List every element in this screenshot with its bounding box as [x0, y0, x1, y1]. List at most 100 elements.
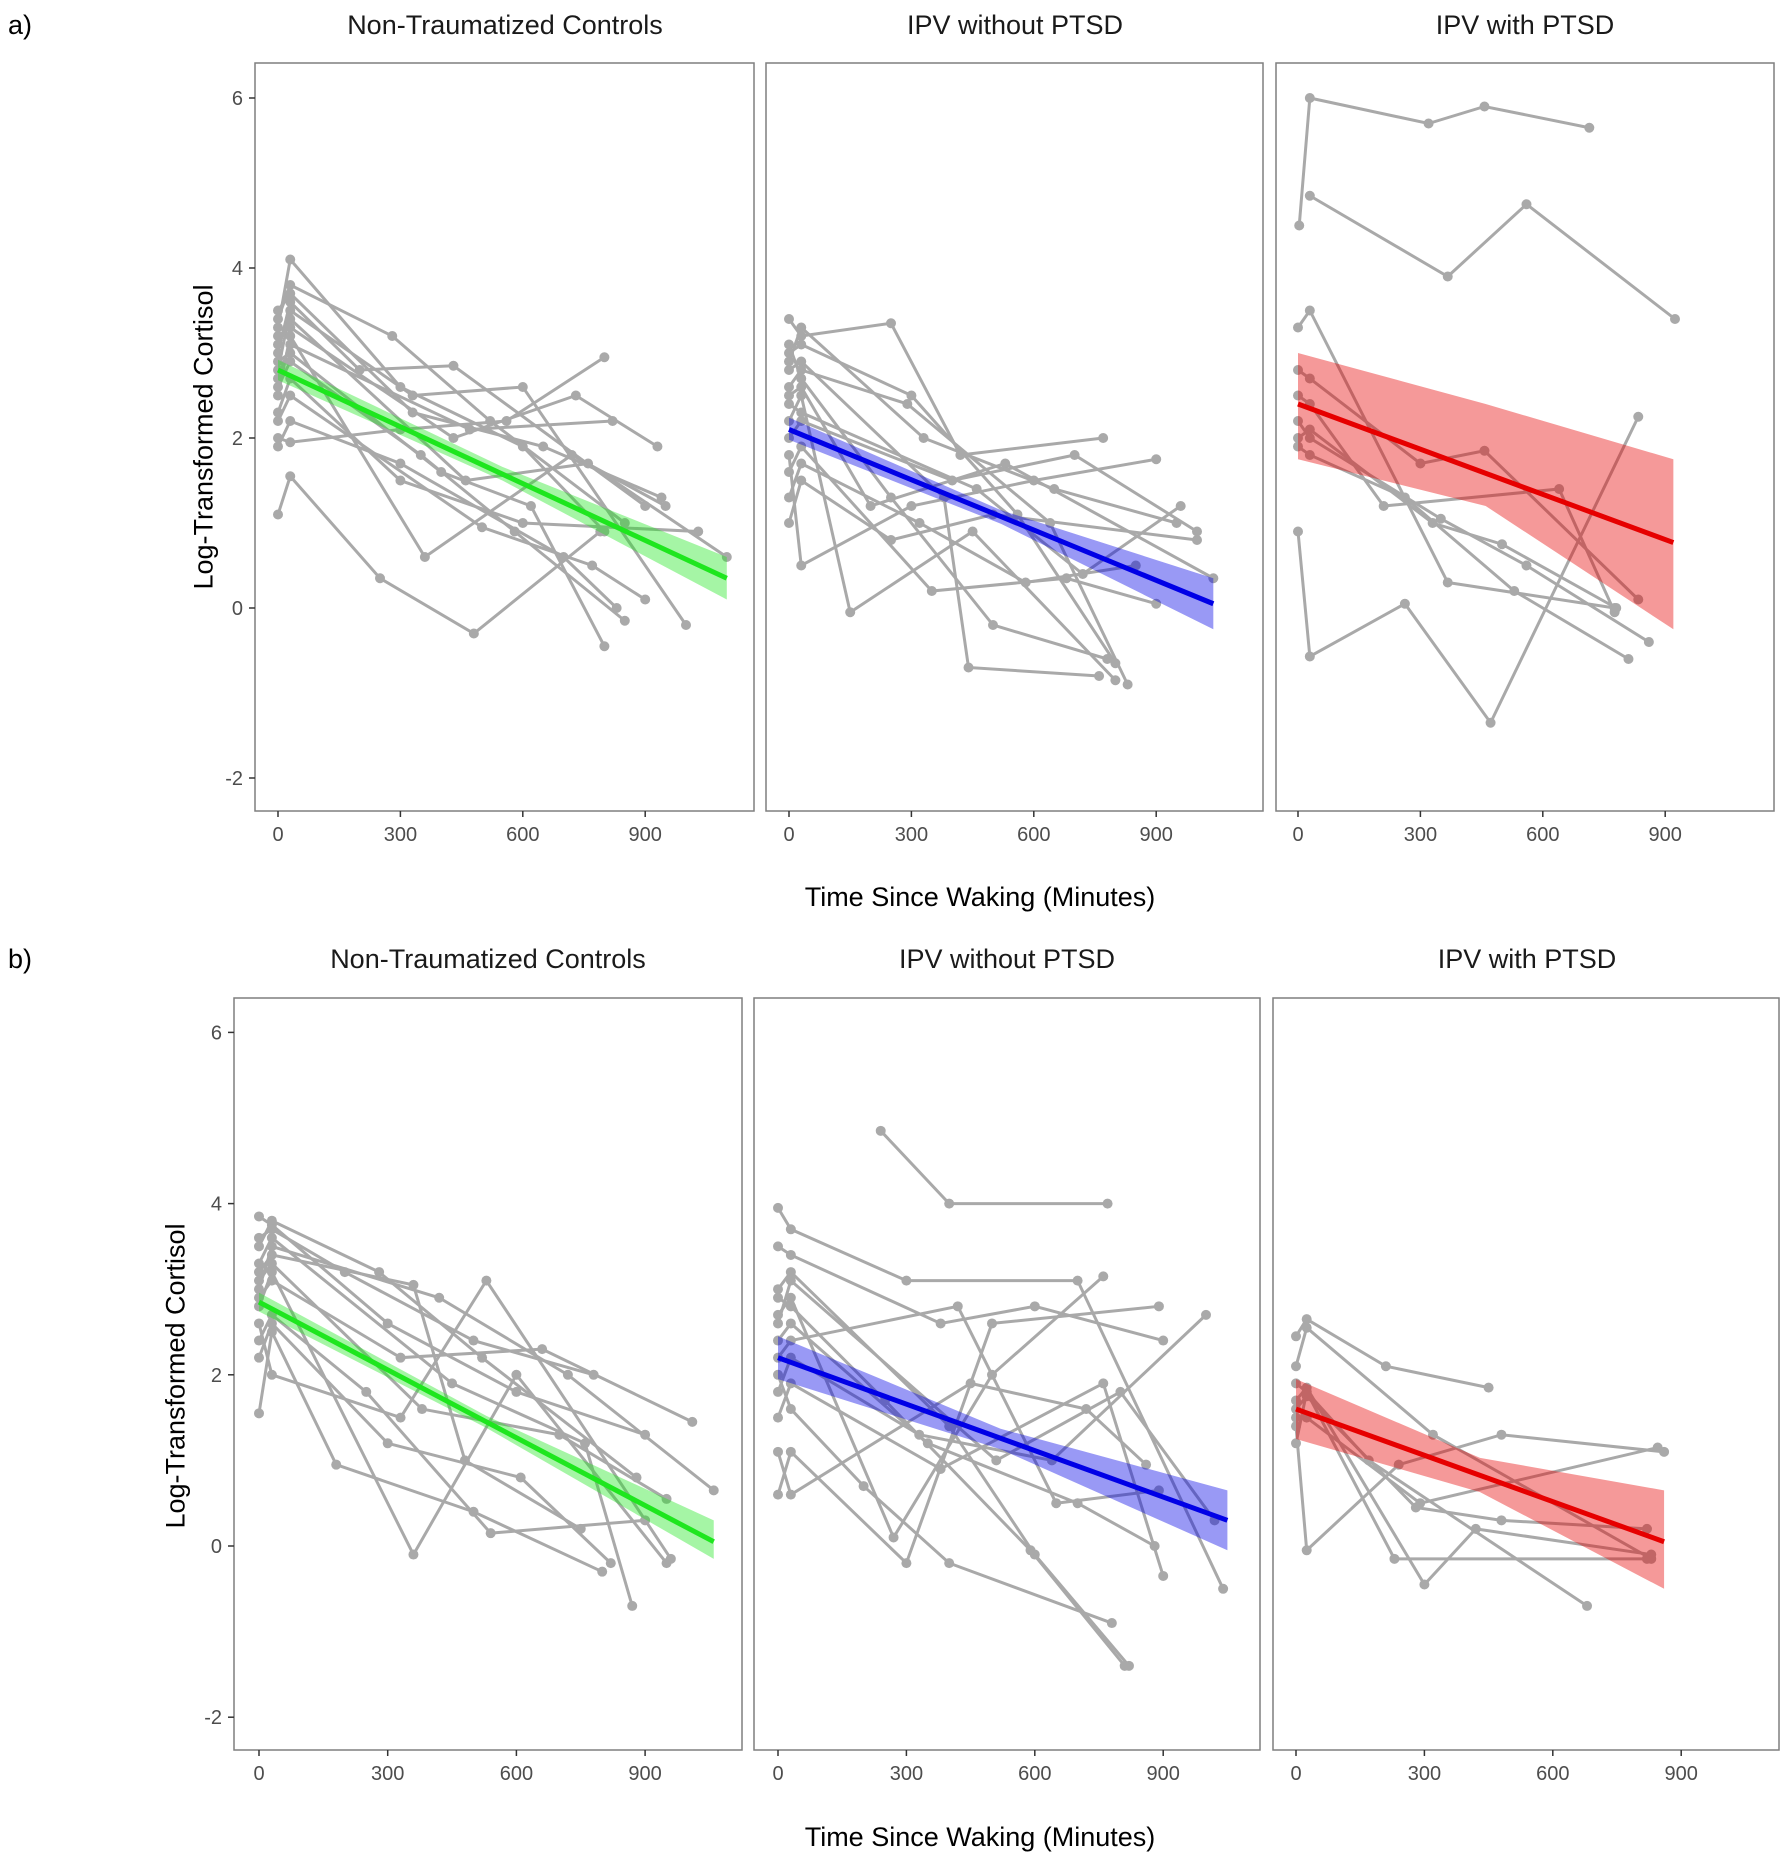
subject-point [1293, 390, 1303, 401]
subject-point [1158, 1570, 1169, 1581]
subject-point [1051, 1498, 1062, 1509]
subject-point [796, 339, 807, 350]
y-tick-label: 2 [211, 1365, 222, 1387]
subject-point [1151, 598, 1162, 609]
y-tick-label: 6 [232, 88, 243, 110]
subject-point [640, 594, 651, 605]
subject-trajectory-0 [1291, 1314, 1494, 1393]
subject-trajectory-11 [784, 339, 1113, 664]
subject-point [273, 382, 283, 392]
subject-point [785, 1335, 796, 1346]
subject-point [395, 1352, 406, 1363]
subject-trajectory-15 [273, 416, 622, 613]
subject-point [687, 1416, 698, 1427]
subject-point [254, 1241, 264, 1252]
subject-line [1296, 1416, 1659, 1505]
subject-point [1623, 654, 1634, 664]
panel-border [753, 997, 1261, 1751]
y-tick-label: -2 [225, 768, 243, 790]
x-tick-label: 600 [506, 824, 539, 846]
subject-point [1045, 518, 1056, 528]
subject-point [773, 1202, 783, 1213]
subject-point [1291, 1331, 1301, 1342]
subject-point [1646, 1549, 1657, 1560]
subject-point [785, 1224, 796, 1235]
subject-point [784, 467, 794, 477]
y-tick-label: 0 [211, 1536, 222, 1558]
subject-point [1442, 577, 1453, 588]
subject-point [395, 475, 406, 486]
subject-point [773, 1292, 783, 1303]
subject-point [1122, 679, 1133, 690]
x-tick-label: 300 [895, 824, 928, 846]
subject-point [1192, 535, 1202, 545]
subject-point [361, 1386, 372, 1397]
subject-point [1393, 1459, 1404, 1470]
subject-point [1423, 118, 1434, 129]
subject-point [991, 1455, 1002, 1466]
subject-point [784, 518, 794, 528]
subject-point [481, 1275, 492, 1286]
subject-point [796, 475, 807, 486]
subject-point [721, 552, 732, 562]
facet-panel-1: 0 300 600 900 [765, 62, 1264, 846]
x-tick-label: 0 [1290, 1763, 1301, 1785]
subject-point [785, 1318, 796, 1329]
subject-trajectory-8 [1293, 424, 1622, 613]
subject-point [1293, 441, 1303, 452]
subject-trajectory-12 [273, 288, 667, 503]
subject-point [554, 1429, 565, 1440]
subject-point [875, 1125, 886, 1136]
subject-point [511, 1369, 522, 1380]
subject-point [1293, 433, 1303, 443]
subject-point [785, 1301, 796, 1312]
subject-point [273, 441, 283, 452]
strip-title-b-controls: Non-Traumatized Controls [330, 944, 646, 974]
subject-point [906, 390, 917, 401]
subject-point [773, 1369, 783, 1380]
subject-point [619, 615, 630, 626]
x-tick-label: 900 [629, 824, 662, 846]
subject-point [1153, 1301, 1164, 1312]
subject-point [796, 322, 807, 333]
subject-point [273, 339, 283, 350]
subject-point [1669, 314, 1680, 324]
subject-point [796, 407, 807, 418]
subject-point [1098, 433, 1109, 443]
x-tick-label: 300 [1408, 1763, 1441, 1785]
subject-point [796, 441, 807, 452]
subject-point [254, 1408, 264, 1419]
subject-point [407, 390, 418, 401]
subject-point [627, 1600, 638, 1611]
subject-point [273, 416, 283, 426]
subject-point [967, 526, 978, 537]
subject-point [254, 1318, 264, 1329]
subject-point [595, 526, 606, 537]
subject-point [773, 1412, 783, 1423]
subject-point [517, 518, 528, 528]
subject-point [448, 360, 459, 371]
subject-point [693, 526, 704, 537]
x-tick-label: 300 [890, 1763, 923, 1785]
subject-point [1611, 603, 1622, 613]
subject-point [254, 1352, 264, 1363]
subject-point [784, 339, 794, 350]
subject-point [415, 450, 426, 460]
subject-point [773, 1489, 783, 1500]
subject-point [285, 339, 296, 350]
subject-trajectory-13 [784, 399, 1186, 579]
subject-point [865, 501, 876, 511]
subject-point [374, 1267, 385, 1278]
subject-point [1291, 1378, 1301, 1389]
subject-point [1415, 1498, 1426, 1509]
subject-point [285, 390, 296, 401]
x-tick-label: 300 [371, 1763, 404, 1785]
subject-point [273, 305, 283, 316]
facet-panel-0: -2 0 2 4 6 0 300 600 900 [225, 62, 755, 846]
subject-point [1415, 458, 1426, 469]
subject-point [395, 1412, 406, 1423]
subject-point [661, 1493, 672, 1504]
subject-point [935, 1463, 946, 1474]
subject-point [773, 1335, 783, 1346]
x-tick-label: 300 [384, 824, 417, 846]
